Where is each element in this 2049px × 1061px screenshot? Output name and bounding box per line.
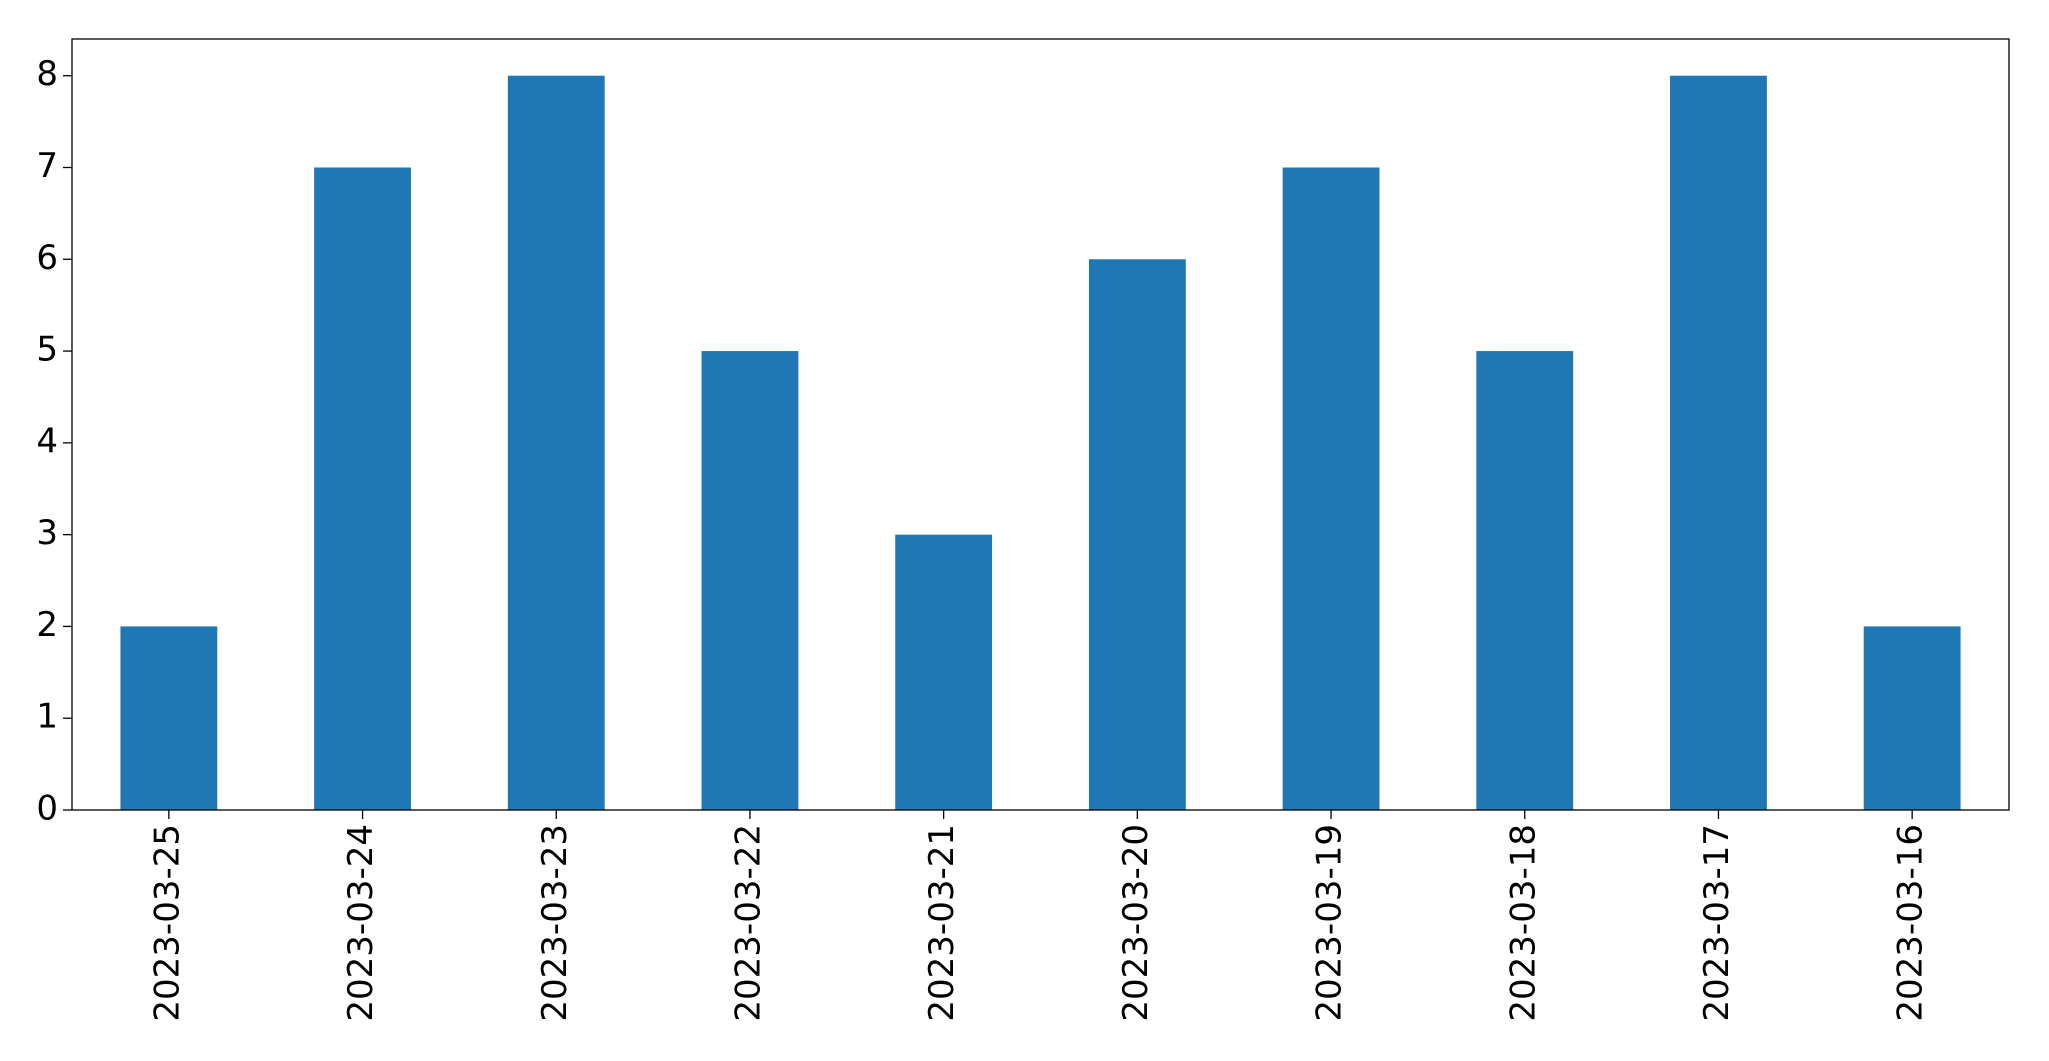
bar <box>507 75 605 810</box>
x-tick-label: 2023-03-25 <box>147 824 187 1022</box>
y-tick-label: 2 <box>36 605 58 645</box>
y-tick-label: 3 <box>36 513 58 553</box>
bar <box>120 626 218 810</box>
y-tick-label: 6 <box>36 238 58 278</box>
x-tick-label: 2023-03-23 <box>535 824 575 1022</box>
bar <box>314 167 411 810</box>
plot-frame <box>71 38 2010 811</box>
y-tick-label: 7 <box>36 146 58 186</box>
x-tick-label: 2023-03-21 <box>922 824 962 1022</box>
y-tick-label: 5 <box>36 330 58 370</box>
bar <box>895 534 993 810</box>
bar <box>1088 259 1186 810</box>
x-tick-label: 2023-03-18 <box>1503 824 1543 1022</box>
bar <box>1282 167 1380 810</box>
x-tick-label: 2023-03-17 <box>1697 824 1737 1022</box>
x-tick-label: 2023-03-19 <box>1310 824 1350 1022</box>
bar <box>1670 75 1767 810</box>
y-tick-label: 1 <box>36 697 58 737</box>
x-tick-label: 2023-03-16 <box>1891 824 1931 1022</box>
bar <box>1863 626 1961 810</box>
x-tick-label: 2023-03-24 <box>341 824 381 1022</box>
bar <box>701 351 799 810</box>
y-tick-label: 8 <box>36 54 58 94</box>
y-tick-label: 4 <box>36 421 58 461</box>
x-tick-label: 2023-03-22 <box>728 824 768 1022</box>
y-tick-label: 0 <box>36 789 58 829</box>
bar <box>1476 351 1574 810</box>
x-tick-label: 2023-03-20 <box>1116 824 1156 1022</box>
